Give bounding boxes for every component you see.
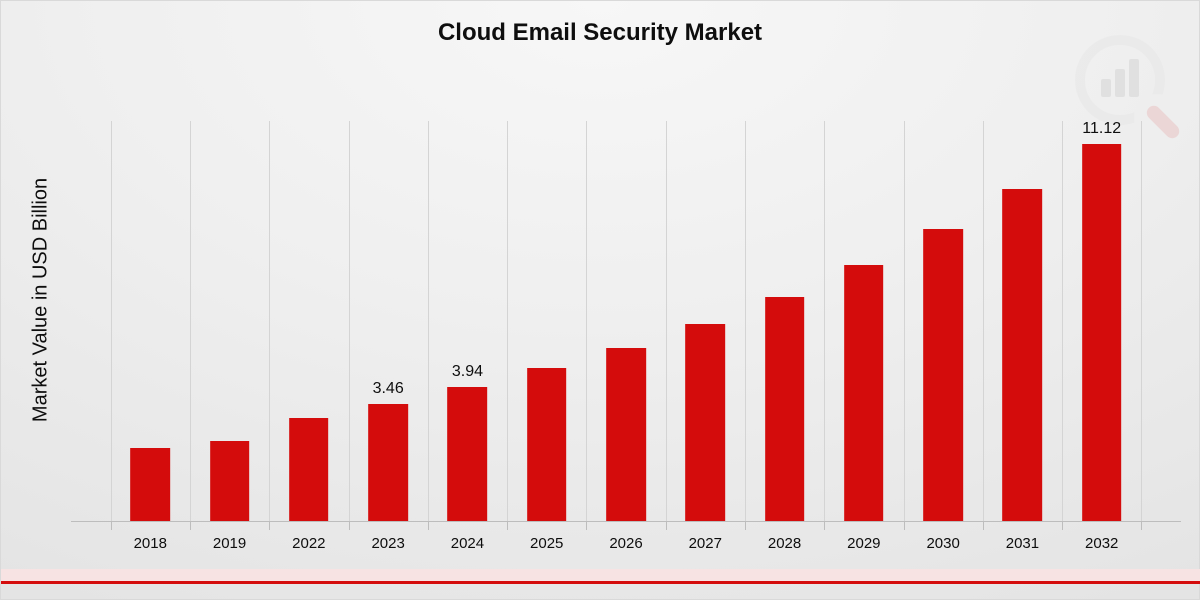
x-axis-tick-label: 2030 bbox=[926, 535, 959, 552]
bar-slot bbox=[904, 121, 983, 521]
bar-value-label: 3.46 bbox=[373, 380, 404, 398]
x-axis-tick-label: 2019 bbox=[213, 535, 246, 552]
chart-title: Cloud Email Security Market bbox=[1, 19, 1199, 47]
x-axis-tick bbox=[190, 522, 191, 530]
bar bbox=[1082, 144, 1122, 521]
x-axis-tick bbox=[586, 522, 587, 530]
x-axis-tick bbox=[666, 522, 667, 530]
bar-value-label: 3.94 bbox=[452, 363, 483, 381]
bar bbox=[210, 441, 250, 521]
x-axis-tick bbox=[349, 522, 350, 530]
bar bbox=[130, 448, 170, 521]
x-axis-tick bbox=[269, 522, 270, 530]
x-axis-tick-label: 2032 bbox=[1085, 535, 1118, 552]
bar bbox=[606, 348, 646, 521]
bar-slot: 3.46 bbox=[349, 121, 428, 521]
bar bbox=[368, 404, 408, 521]
x-axis-tick bbox=[507, 522, 508, 530]
bar-slot bbox=[111, 121, 190, 521]
x-axis-tick bbox=[824, 522, 825, 530]
bar bbox=[1003, 189, 1043, 521]
x-axis-tick bbox=[1062, 522, 1063, 530]
plot-area: 3.46 3.94 11.12 bbox=[71, 121, 1181, 521]
footer-band-light bbox=[1, 569, 1200, 581]
bar bbox=[844, 265, 884, 521]
x-axis-tick-label: 2025 bbox=[530, 535, 563, 552]
bar-slot bbox=[507, 121, 586, 521]
x-axis-tick-label: 2022 bbox=[292, 535, 325, 552]
bar-slot bbox=[666, 121, 745, 521]
x-axis-tick-label: 2029 bbox=[847, 535, 880, 552]
bar-slot bbox=[190, 121, 269, 521]
bar bbox=[765, 297, 805, 521]
x-axis-tick-label: 2024 bbox=[451, 535, 484, 552]
x-axis-tick bbox=[428, 522, 429, 530]
x-axis-tick bbox=[904, 522, 905, 530]
bar-value-label: 11.12 bbox=[1082, 120, 1121, 138]
bar bbox=[923, 229, 963, 521]
x-axis-tick-label: 2023 bbox=[371, 535, 404, 552]
x-axis-tick-label: 2028 bbox=[768, 535, 801, 552]
x-axis-tick bbox=[983, 522, 984, 530]
x-axis-tick-label: 2018 bbox=[134, 535, 167, 552]
bar-slot bbox=[586, 121, 665, 521]
x-axis-tick-labels: 2018 2019 2022 2023 2024 2025 2026 2027 2028 2029… bbox=[71, 535, 1181, 555]
bar bbox=[527, 368, 567, 521]
gridline bbox=[1141, 121, 1142, 521]
x-axis-tick bbox=[111, 522, 112, 530]
bar-slot: 11.12 bbox=[1062, 121, 1141, 521]
watermark-logo bbox=[1075, 35, 1165, 125]
x-axis-tick-label: 2027 bbox=[689, 535, 722, 552]
bar bbox=[685, 324, 725, 521]
footer-band-bright bbox=[1, 581, 1200, 584]
x-axis-tick-label: 2031 bbox=[1006, 535, 1039, 552]
bar-slot bbox=[983, 121, 1062, 521]
bar bbox=[448, 387, 488, 521]
bar-slot bbox=[745, 121, 824, 521]
x-axis-tick bbox=[1141, 522, 1142, 530]
bar bbox=[289, 418, 329, 521]
bar-slot: 3.94 bbox=[428, 121, 507, 521]
bar-slot bbox=[269, 121, 348, 521]
x-axis-tick-label: 2026 bbox=[609, 535, 642, 552]
chart-canvas: Cloud Email Security Market Market Value… bbox=[0, 0, 1200, 600]
y-axis-label: Market Value in USD Billion bbox=[30, 178, 53, 422]
x-axis-line bbox=[71, 521, 1181, 522]
x-axis-tick bbox=[745, 522, 746, 530]
bar-slot bbox=[824, 121, 903, 521]
